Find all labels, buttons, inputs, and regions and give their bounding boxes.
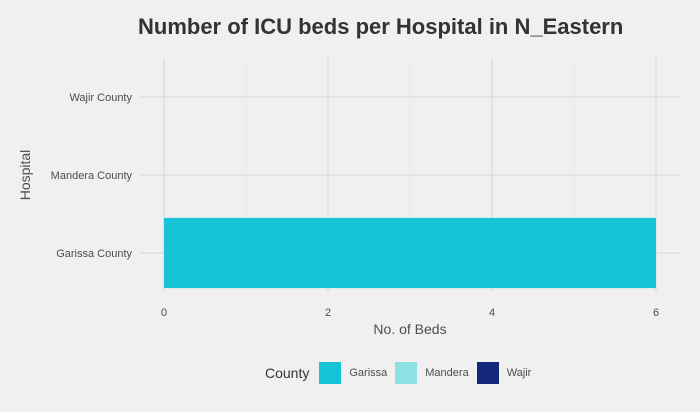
legend-label: Garissa	[349, 367, 388, 379]
legend: County Garissa Mandera Wajir	[265, 362, 539, 384]
legend-swatch	[319, 362, 342, 384]
x-tick-label: 4	[489, 307, 495, 319]
legend-title: County	[265, 365, 310, 381]
legend-swatch	[476, 362, 499, 384]
x-tick-label: 6	[653, 307, 659, 319]
y-axis-title: Hospital	[17, 150, 33, 201]
y-axis-ticks: Garissa County Mandera County Wajir County	[51, 92, 133, 260]
chart-title: Number of ICU beds per Hospital in N_Eas…	[138, 14, 624, 39]
bars	[164, 217, 656, 289]
legend-label: Wajir	[506, 367, 532, 379]
legend-label: Mandera	[425, 367, 469, 379]
y-tick-label: Wajir County	[69, 92, 132, 104]
bar-garissa-county	[164, 217, 656, 289]
y-tick-label: Garissa County	[56, 248, 132, 260]
y-tick-label: Mandera County	[51, 170, 133, 182]
x-tick-label: 2	[325, 307, 331, 319]
legend-item-garissa: Garissa	[319, 362, 387, 384]
x-axis-ticks: 0 2 4 6	[161, 307, 659, 319]
legend-items: Garissa Mandera Wajir	[319, 362, 539, 384]
x-tick-label: 0	[161, 307, 167, 319]
legend-item-wajir: Wajir	[476, 362, 532, 384]
legend-swatch	[395, 362, 418, 384]
legend-item-mandera: Mandera	[395, 362, 469, 384]
x-axis-title: No. of Beds	[373, 321, 446, 337]
